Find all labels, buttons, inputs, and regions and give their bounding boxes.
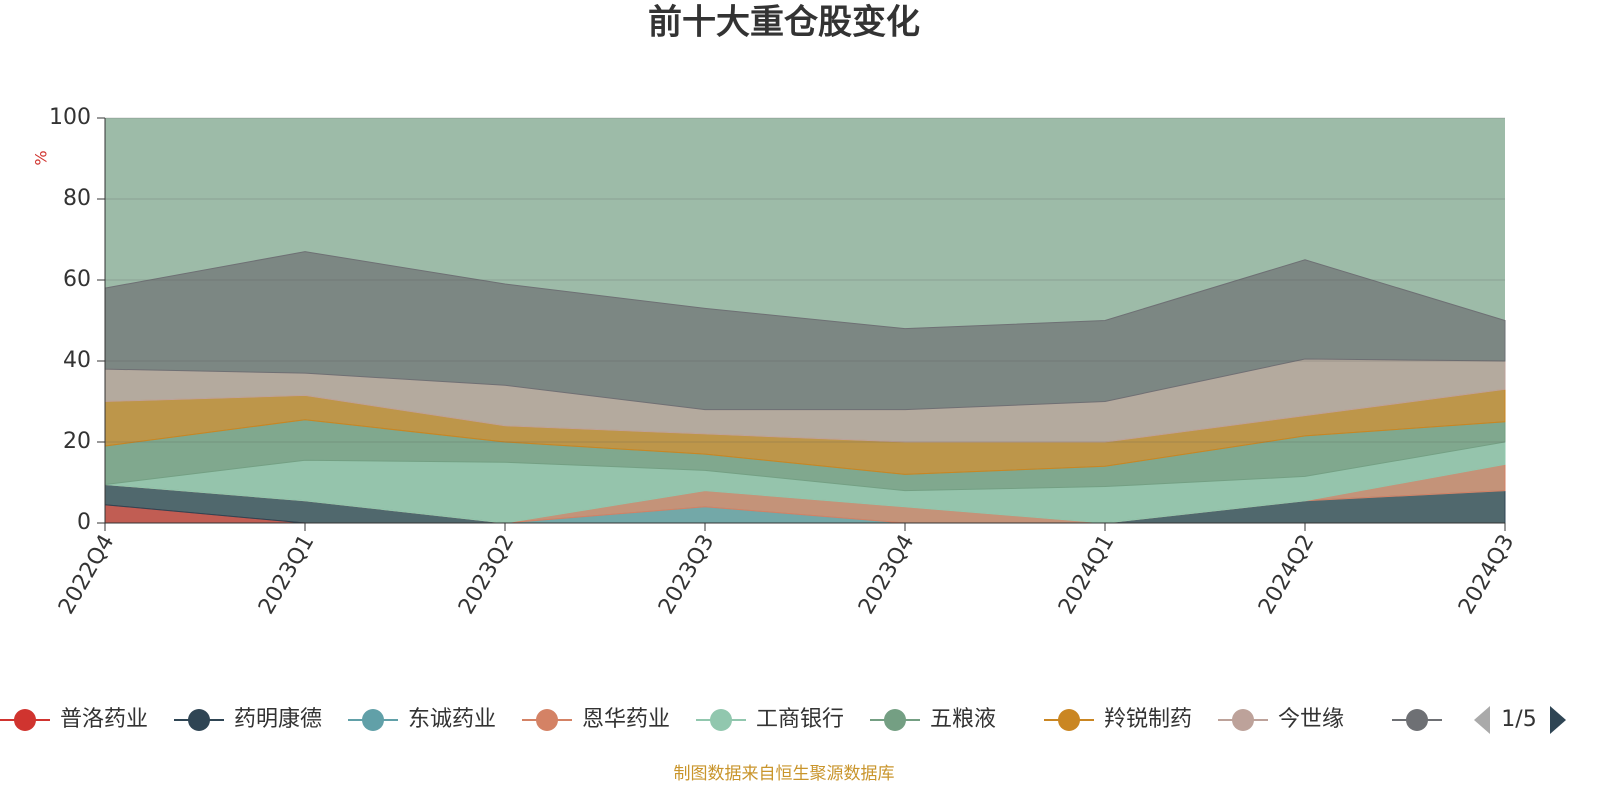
legend-label: 普洛药业 [60,707,148,732]
x-tick-label: 2023Q3 [654,531,719,619]
y-tick-label: 20 [63,429,91,454]
x-tick-label: 2024Q3 [1454,531,1519,619]
x-tick-label: 2024Q1 [1054,531,1119,619]
y-tick-label: 100 [49,105,91,130]
legend-symbol [536,709,558,731]
legend-label: 药明康德 [234,707,322,732]
x-tick-label: 2022Q4 [54,531,119,619]
legend-label: 五粮液 [930,707,996,732]
legend-symbol [362,709,384,731]
legend-label: 东诚药业 [408,707,496,732]
legend-symbol [1406,709,1428,731]
legend-symbol [710,709,732,731]
legend-label: 羚锐制药 [1104,707,1192,732]
y-tick-label: 40 [63,348,91,373]
y-tick-label: 0 [77,510,91,535]
legend-symbol [1058,709,1080,731]
legend-symbol [14,709,36,731]
legend-symbol [188,709,210,731]
x-tick-label: 2023Q4 [854,531,919,619]
legend-symbol [1232,709,1254,731]
source: 制图数据来自恒生聚源数据库 [674,764,895,784]
pager-prev[interactable] [1474,706,1490,734]
x-tick-label: 2024Q2 [1254,531,1319,619]
legend: 普洛药业药明康德东诚药业恩华药业工商银行五粮液羚锐制药今世缘石头科 [0,707,1442,732]
area [104,251,1506,411]
x-tick-label: 2023Q1 [254,531,319,619]
y-tick-label: 60 [63,267,91,292]
pager-next[interactable] [1550,706,1566,734]
legend-label: 恩华药业 [582,707,670,732]
legend-symbol [884,709,906,731]
y-tick-label: 80 [63,186,91,211]
y-axis-label: % [32,150,51,165]
legend-label: 工商银行 [756,707,844,732]
legend-label: 今世缘 [1278,707,1344,732]
pager-text: 1/5 [1501,707,1536,732]
x-tick-label: 2023Q2 [454,531,519,619]
chart-title: 前十大重仓股变化 [648,3,920,43]
